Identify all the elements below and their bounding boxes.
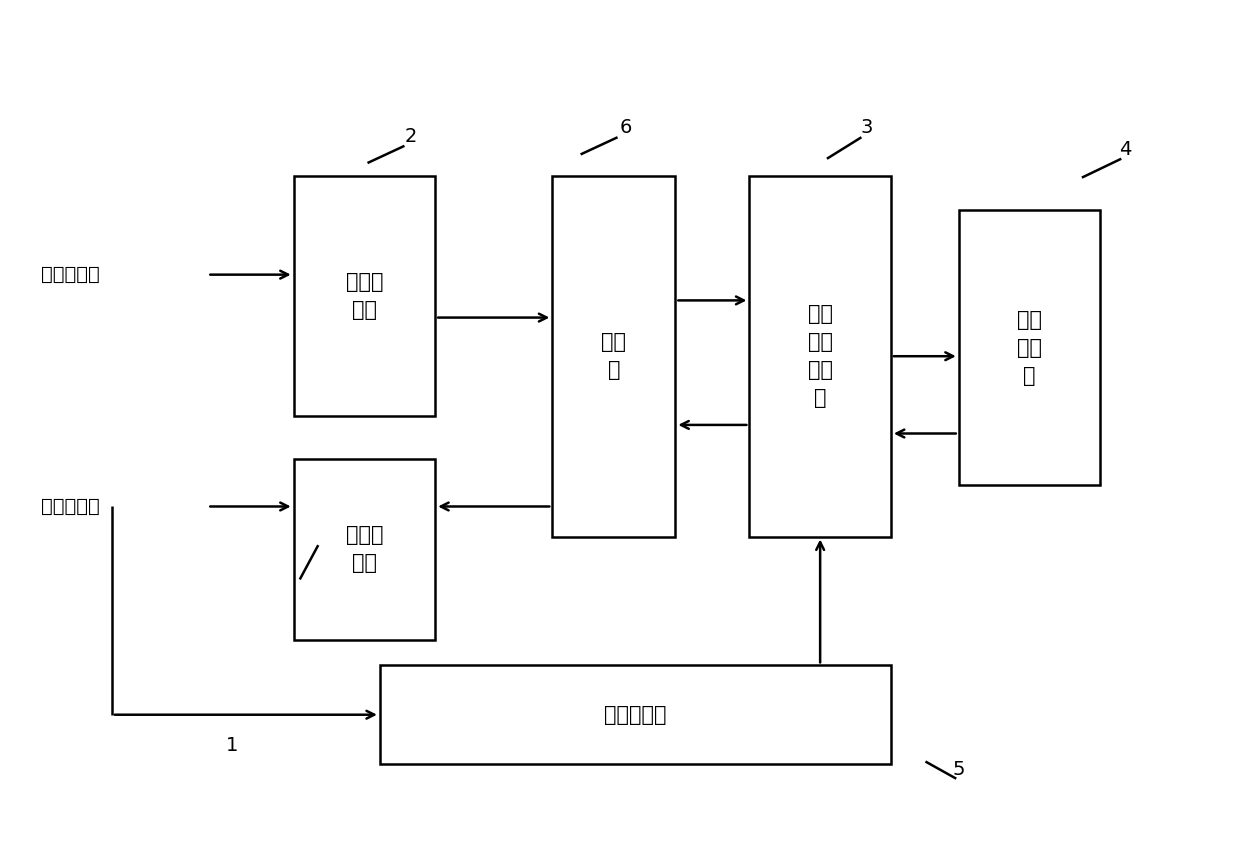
Bar xyxy=(379,665,892,764)
Text: 检测传感器: 检测传感器 xyxy=(604,705,667,725)
Text: 5: 5 xyxy=(952,759,965,779)
Bar xyxy=(294,176,435,416)
Text: 健身者触摸: 健身者触摸 xyxy=(41,265,100,284)
Bar xyxy=(552,176,676,537)
Text: 计算
机: 计算 机 xyxy=(601,332,626,381)
Bar xyxy=(294,460,435,640)
Text: 4: 4 xyxy=(1118,140,1131,159)
Text: 伺服
驱动
控制
器: 伺服 驱动 控制 器 xyxy=(807,304,832,408)
Text: 健身者感知: 健身者感知 xyxy=(41,497,100,516)
Bar xyxy=(749,176,892,537)
Text: 跑步
机主
体: 跑步 机主 体 xyxy=(1017,310,1042,386)
Text: 2: 2 xyxy=(404,127,417,146)
Text: 彩色显
示器: 彩色显 示器 xyxy=(346,525,383,573)
Text: 1: 1 xyxy=(226,736,238,755)
Text: 3: 3 xyxy=(861,118,873,137)
Bar xyxy=(959,210,1100,485)
Text: 触摸控
制板: 触摸控 制板 xyxy=(346,272,383,320)
Text: 6: 6 xyxy=(620,118,632,137)
